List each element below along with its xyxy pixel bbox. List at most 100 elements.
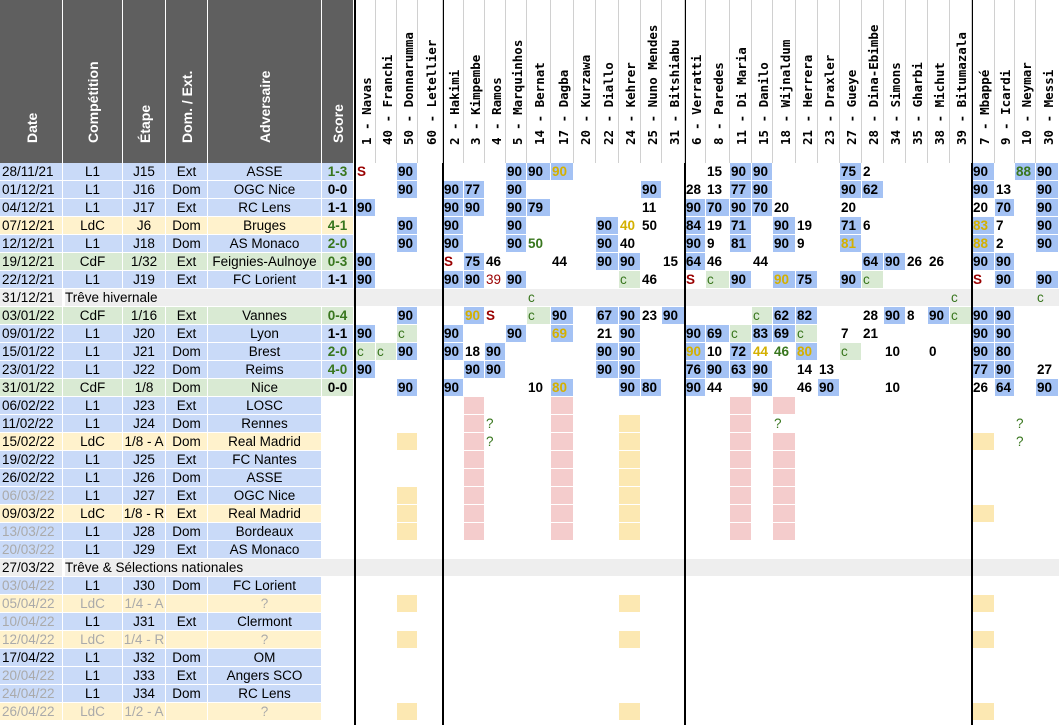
player-minutes-cell[interactable] <box>773 703 795 720</box>
player-minutes-cell[interactable] <box>950 703 971 720</box>
player-minutes-cell[interactable] <box>619 703 640 720</box>
player-minutes-cell[interactable] <box>796 523 817 540</box>
player-minutes-cell[interactable] <box>443 307 463 324</box>
player-minutes-cell[interactable] <box>443 667 463 684</box>
player-header[interactable]: 1 - Navas <box>356 0 376 163</box>
player-minutes-cell[interactable]: 90 <box>443 379 463 396</box>
player-minutes-cell[interactable] <box>397 271 417 288</box>
stage-cell[interactable]: 1/8 <box>123 379 165 396</box>
player-minutes-cell[interactable] <box>418 631 442 648</box>
player-minutes-cell[interactable] <box>464 577 484 594</box>
player-minutes-cell[interactable] <box>662 523 684 540</box>
player-minutes-cell[interactable]: 90 <box>730 271 751 288</box>
player-minutes-cell[interactable] <box>818 235 839 252</box>
player-minutes-cell[interactable] <box>972 487 994 504</box>
player-minutes-cell[interactable] <box>485 181 505 198</box>
player-minutes-cell[interactable] <box>443 163 463 180</box>
player-minutes-cell[interactable] <box>906 217 927 234</box>
player-minutes-cell[interactable] <box>906 199 927 216</box>
venue-cell[interactable] <box>166 595 207 612</box>
player-minutes-cell[interactable] <box>641 235 661 252</box>
player-minutes-cell[interactable] <box>418 667 442 684</box>
player-minutes-cell[interactable] <box>1036 541 1058 558</box>
player-minutes-cell[interactable] <box>796 685 817 702</box>
player-minutes-cell[interactable] <box>884 631 905 648</box>
player-minutes-cell[interactable] <box>574 199 595 216</box>
player-minutes-cell[interactable] <box>397 451 417 468</box>
player-minutes-cell[interactable]: 80 <box>796 343 817 360</box>
player-minutes-cell[interactable]: 7 <box>840 325 861 342</box>
score-cell[interactable]: 1-1 <box>322 199 353 216</box>
player-header[interactable]: 17 - Dagba <box>551 0 574 163</box>
player-minutes-cell[interactable] <box>818 469 839 486</box>
player-minutes-cell[interactable] <box>506 487 526 504</box>
player-minutes-cell[interactable] <box>485 379 505 396</box>
player-minutes-cell[interactable] <box>818 433 839 450</box>
stage-cell[interactable]: 1/8 - R <box>123 505 165 522</box>
player-minutes-cell[interactable] <box>418 235 442 252</box>
player-minutes-cell[interactable] <box>574 325 595 342</box>
player-minutes-cell[interactable] <box>418 451 442 468</box>
player-header[interactable]: 3 - Kimpembe <box>464 0 485 163</box>
player-minutes-cell[interactable] <box>884 361 905 378</box>
player-minutes-cell[interactable] <box>376 271 396 288</box>
player-minutes-cell[interactable]: 90 <box>397 181 417 198</box>
player-minutes-cell[interactable] <box>995 523 1014 540</box>
player-minutes-cell[interactable] <box>796 289 817 306</box>
player-minutes-cell[interactable] <box>376 523 396 540</box>
player-minutes-cell[interactable] <box>418 595 442 612</box>
date-cell[interactable]: 27/03/22 <box>0 559 62 576</box>
date-cell[interactable]: 26/04/22 <box>0 703 62 720</box>
player-minutes-cell[interactable] <box>464 397 484 414</box>
player-minutes-cell[interactable] <box>662 235 684 252</box>
venue-cell[interactable]: Dom <box>166 577 207 594</box>
stage-cell[interactable]: J17 <box>123 199 165 216</box>
player-header[interactable]: 24 - Kehrer <box>619 0 641 163</box>
player-minutes-cell[interactable]: 39 <box>485 271 505 288</box>
player-minutes-cell[interactable]: 90 <box>1036 181 1058 198</box>
competition-cell[interactable]: LdC <box>63 595 122 612</box>
player-minutes-cell[interactable] <box>730 523 751 540</box>
player-minutes-cell[interactable] <box>443 469 463 486</box>
player-header[interactable]: 8 - Paredes <box>706 0 730 163</box>
player-minutes-cell[interactable] <box>796 703 817 720</box>
player-minutes-cell[interactable] <box>443 613 463 630</box>
player-header[interactable]: 18 - Wijnaldum <box>773 0 796 163</box>
opponent-cell[interactable]: OGC Nice <box>208 181 321 198</box>
player-minutes-cell[interactable] <box>506 307 526 324</box>
player-minutes-cell[interactable]: 90 <box>1036 163 1058 180</box>
player-minutes-cell[interactable] <box>840 451 861 468</box>
player-minutes-cell[interactable] <box>376 613 396 630</box>
player-minutes-cell[interactable] <box>995 397 1014 414</box>
competition-cell[interactable]: L1 <box>63 469 122 486</box>
stage-cell[interactable]: J22 <box>123 361 165 378</box>
player-minutes-cell[interactable]: 90 <box>506 271 526 288</box>
score-cell[interactable]: 0-3 <box>322 253 353 270</box>
player-minutes-cell[interactable] <box>443 433 463 450</box>
player-minutes-cell[interactable] <box>376 451 396 468</box>
player-minutes-cell[interactable]: 2 <box>995 235 1014 252</box>
player-header[interactable]: 21 - Herrera <box>796 0 818 163</box>
player-minutes-cell[interactable]: 90 <box>356 361 375 378</box>
venue-cell[interactable]: Dom <box>166 433 207 450</box>
opponent-cell[interactable]: FC Nantes <box>208 451 321 468</box>
player-minutes-cell[interactable] <box>1015 523 1035 540</box>
player-minutes-cell[interactable]: 90 <box>443 217 463 234</box>
player-minutes-cell[interactable] <box>464 325 484 342</box>
player-minutes-cell[interactable] <box>884 163 905 180</box>
player-minutes-cell[interactable] <box>884 469 905 486</box>
player-minutes-cell[interactable] <box>818 271 839 288</box>
player-minutes-cell[interactable]: 11 <box>641 199 661 216</box>
player-minutes-cell[interactable] <box>884 613 905 630</box>
player-minutes-cell[interactable] <box>1015 613 1035 630</box>
player-minutes-cell[interactable] <box>1036 523 1058 540</box>
player-minutes-cell[interactable] <box>773 181 795 198</box>
player-minutes-cell[interactable] <box>884 289 905 306</box>
date-cell[interactable]: 28/11/21 <box>0 163 62 180</box>
stage-cell[interactable]: J20 <box>123 325 165 342</box>
player-minutes-cell[interactable]: 90 <box>685 235 705 252</box>
player-minutes-cell[interactable] <box>551 487 573 504</box>
player-minutes-cell[interactable]: 90 <box>596 235 618 252</box>
player-minutes-cell[interactable] <box>818 397 839 414</box>
player-minutes-cell[interactable] <box>485 703 505 720</box>
